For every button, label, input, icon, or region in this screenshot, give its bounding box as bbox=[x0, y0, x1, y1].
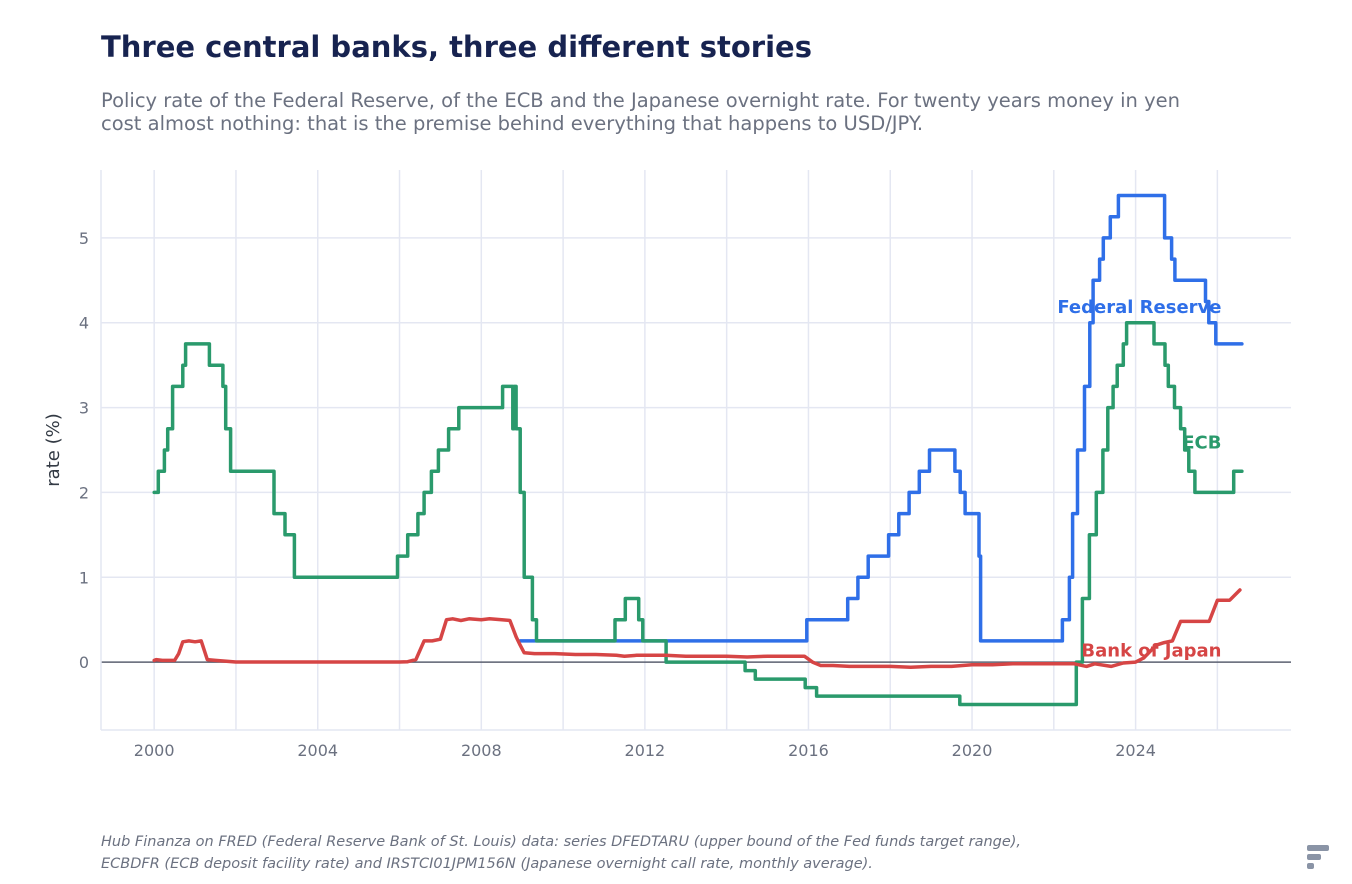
y-tick-label: 0 bbox=[79, 653, 89, 672]
bank-of-japan-line bbox=[152, 588, 1242, 669]
axes bbox=[100, 170, 1291, 731]
series-labels: Federal Reserve ECB Bank of Japan bbox=[1057, 297, 1221, 662]
source-footnote: Hub Finanza on FRED (Federal Reserve Ban… bbox=[101, 834, 1022, 872]
x-gridlines bbox=[153, 170, 1219, 730]
ecb-line bbox=[152, 320, 1244, 707]
tick-labels: 2000 2004 2008 2012 2016 2020 2024 0 1 2 3 4 5 bbox=[79, 229, 1156, 760]
chart-subtitle: Policy rate of the Federal Reserve, of t… bbox=[101, 89, 1180, 135]
y-tick-label: 2 bbox=[79, 483, 89, 502]
bank-of-japan-label: Bank of Japan bbox=[1081, 640, 1221, 661]
x-tick-label: 2008 bbox=[461, 741, 502, 760]
federal-reserve-label: Federal Reserve bbox=[1057, 297, 1221, 318]
federal-reserve-line bbox=[518, 193, 1244, 643]
brand-logo-icon bbox=[1307, 845, 1329, 869]
x-tick-label: 2004 bbox=[297, 741, 338, 760]
y-tick-label: 4 bbox=[79, 314, 89, 333]
x-tick-label: 2000 bbox=[134, 741, 175, 760]
x-tick-label: 2012 bbox=[625, 741, 666, 760]
x-tick-label: 2020 bbox=[952, 741, 993, 760]
series-lines bbox=[152, 193, 1244, 707]
chart-title: Three central banks, three different sto… bbox=[101, 30, 812, 64]
y-axis-label: rate (%) bbox=[43, 413, 64, 486]
y-tick-label: 5 bbox=[79, 229, 89, 248]
y-tick-label: 1 bbox=[79, 568, 89, 587]
x-tick-label: 2016 bbox=[788, 741, 829, 760]
y-tick-label: 3 bbox=[79, 399, 89, 418]
ecb-label: ECB bbox=[1182, 433, 1221, 454]
x-tick-label: 2024 bbox=[1115, 741, 1156, 760]
